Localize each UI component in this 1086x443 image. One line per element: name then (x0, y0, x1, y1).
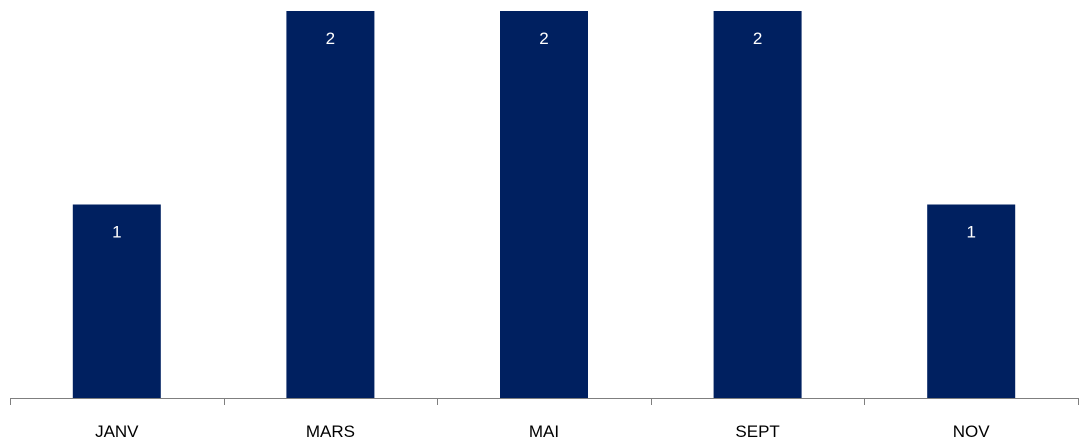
x-axis-ticks (10, 398, 1079, 405)
bar-nov (927, 204, 1016, 398)
x-axis-tick-labels: JANV MARS MAI SEPT NOV (95, 422, 990, 441)
x-tick-label-mai: MAI (529, 422, 559, 441)
x-tick-label-sept: SEPT (735, 422, 779, 441)
data-label-janv: 1 (112, 223, 121, 242)
bar-mai (500, 11, 588, 398)
bar-janv (72, 204, 161, 398)
x-tick-label-janv: JANV (95, 422, 139, 441)
x-tick-label-nov: NOV (953, 422, 991, 441)
data-label-nov: 1 (966, 223, 975, 242)
bars-group: 1 2 2 2 1 (72, 11, 1016, 398)
data-label-mars: 2 (326, 29, 335, 48)
bar-sept (713, 11, 802, 398)
data-label-mai: 2 (539, 29, 548, 48)
bar-mars (286, 11, 375, 398)
data-label-sept: 2 (753, 29, 762, 48)
x-tick-label-mars: MARS (306, 422, 355, 441)
